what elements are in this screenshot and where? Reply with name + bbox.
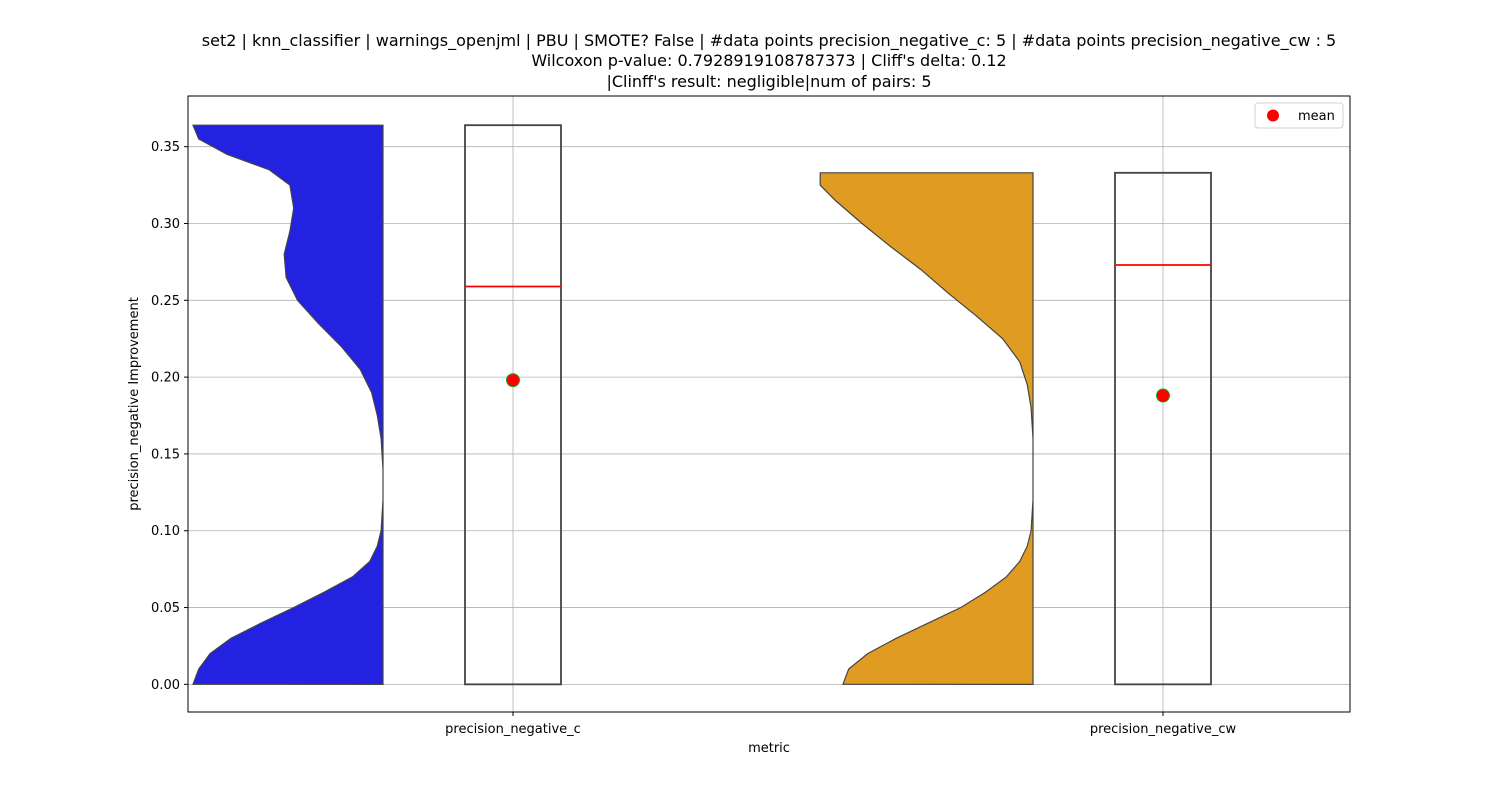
y-tick-label: 0.10 [151, 524, 180, 539]
y-tick-label: 0.05 [151, 601, 180, 616]
x-tick-label: precision_negative_cw [1090, 722, 1237, 737]
chart-title-line-1: set2 | knn_classifier | warnings_openjml… [201, 31, 1337, 50]
y-tick-label: 0.30 [151, 217, 180, 232]
box-precision_negative_c [464, 124, 562, 686]
chart-title-line-3: |Clinff's result: negligible|num of pair… [606, 72, 932, 91]
mean-marker-precision_negative_cw [1156, 388, 1170, 403]
violin-precision_negative_cw [819, 172, 1034, 685]
x-axis: precision_negative_c precision_negative_c… [445, 712, 1237, 737]
legend: mean [1254, 102, 1344, 129]
violins [192, 124, 1034, 685]
x-axis-label: metric [748, 741, 790, 756]
x-tick-label: precision_negative_c [445, 722, 581, 737]
legend-mean-marker [1267, 109, 1279, 122]
box-precision_negative_cw [1114, 171, 1212, 686]
plot-area-frame [187, 95, 1351, 713]
violin-precision_negative_c [192, 124, 384, 685]
y-axis-label: precision_negative Improvement [127, 297, 142, 511]
legend-box [1254, 102, 1344, 129]
y-tick-label: 0.00 [151, 678, 180, 693]
mean-marker-precision_negative_c [506, 373, 520, 388]
box-plots [464, 124, 1212, 686]
y-tick-label: 0.25 [151, 294, 180, 309]
y-tick-label: 0.15 [151, 447, 180, 462]
y-axis: 0.00 0.05 0.10 0.15 0.20 0.25 0.30 0.35 [151, 140, 188, 693]
chart-title-line-2: Wilcoxon p-value: 0.7928919108787373 | C… [531, 51, 1007, 70]
y-tick-label: 0.35 [151, 140, 180, 155]
y-tick-label: 0.20 [151, 371, 180, 386]
legend-mean-label: mean [1298, 109, 1335, 124]
